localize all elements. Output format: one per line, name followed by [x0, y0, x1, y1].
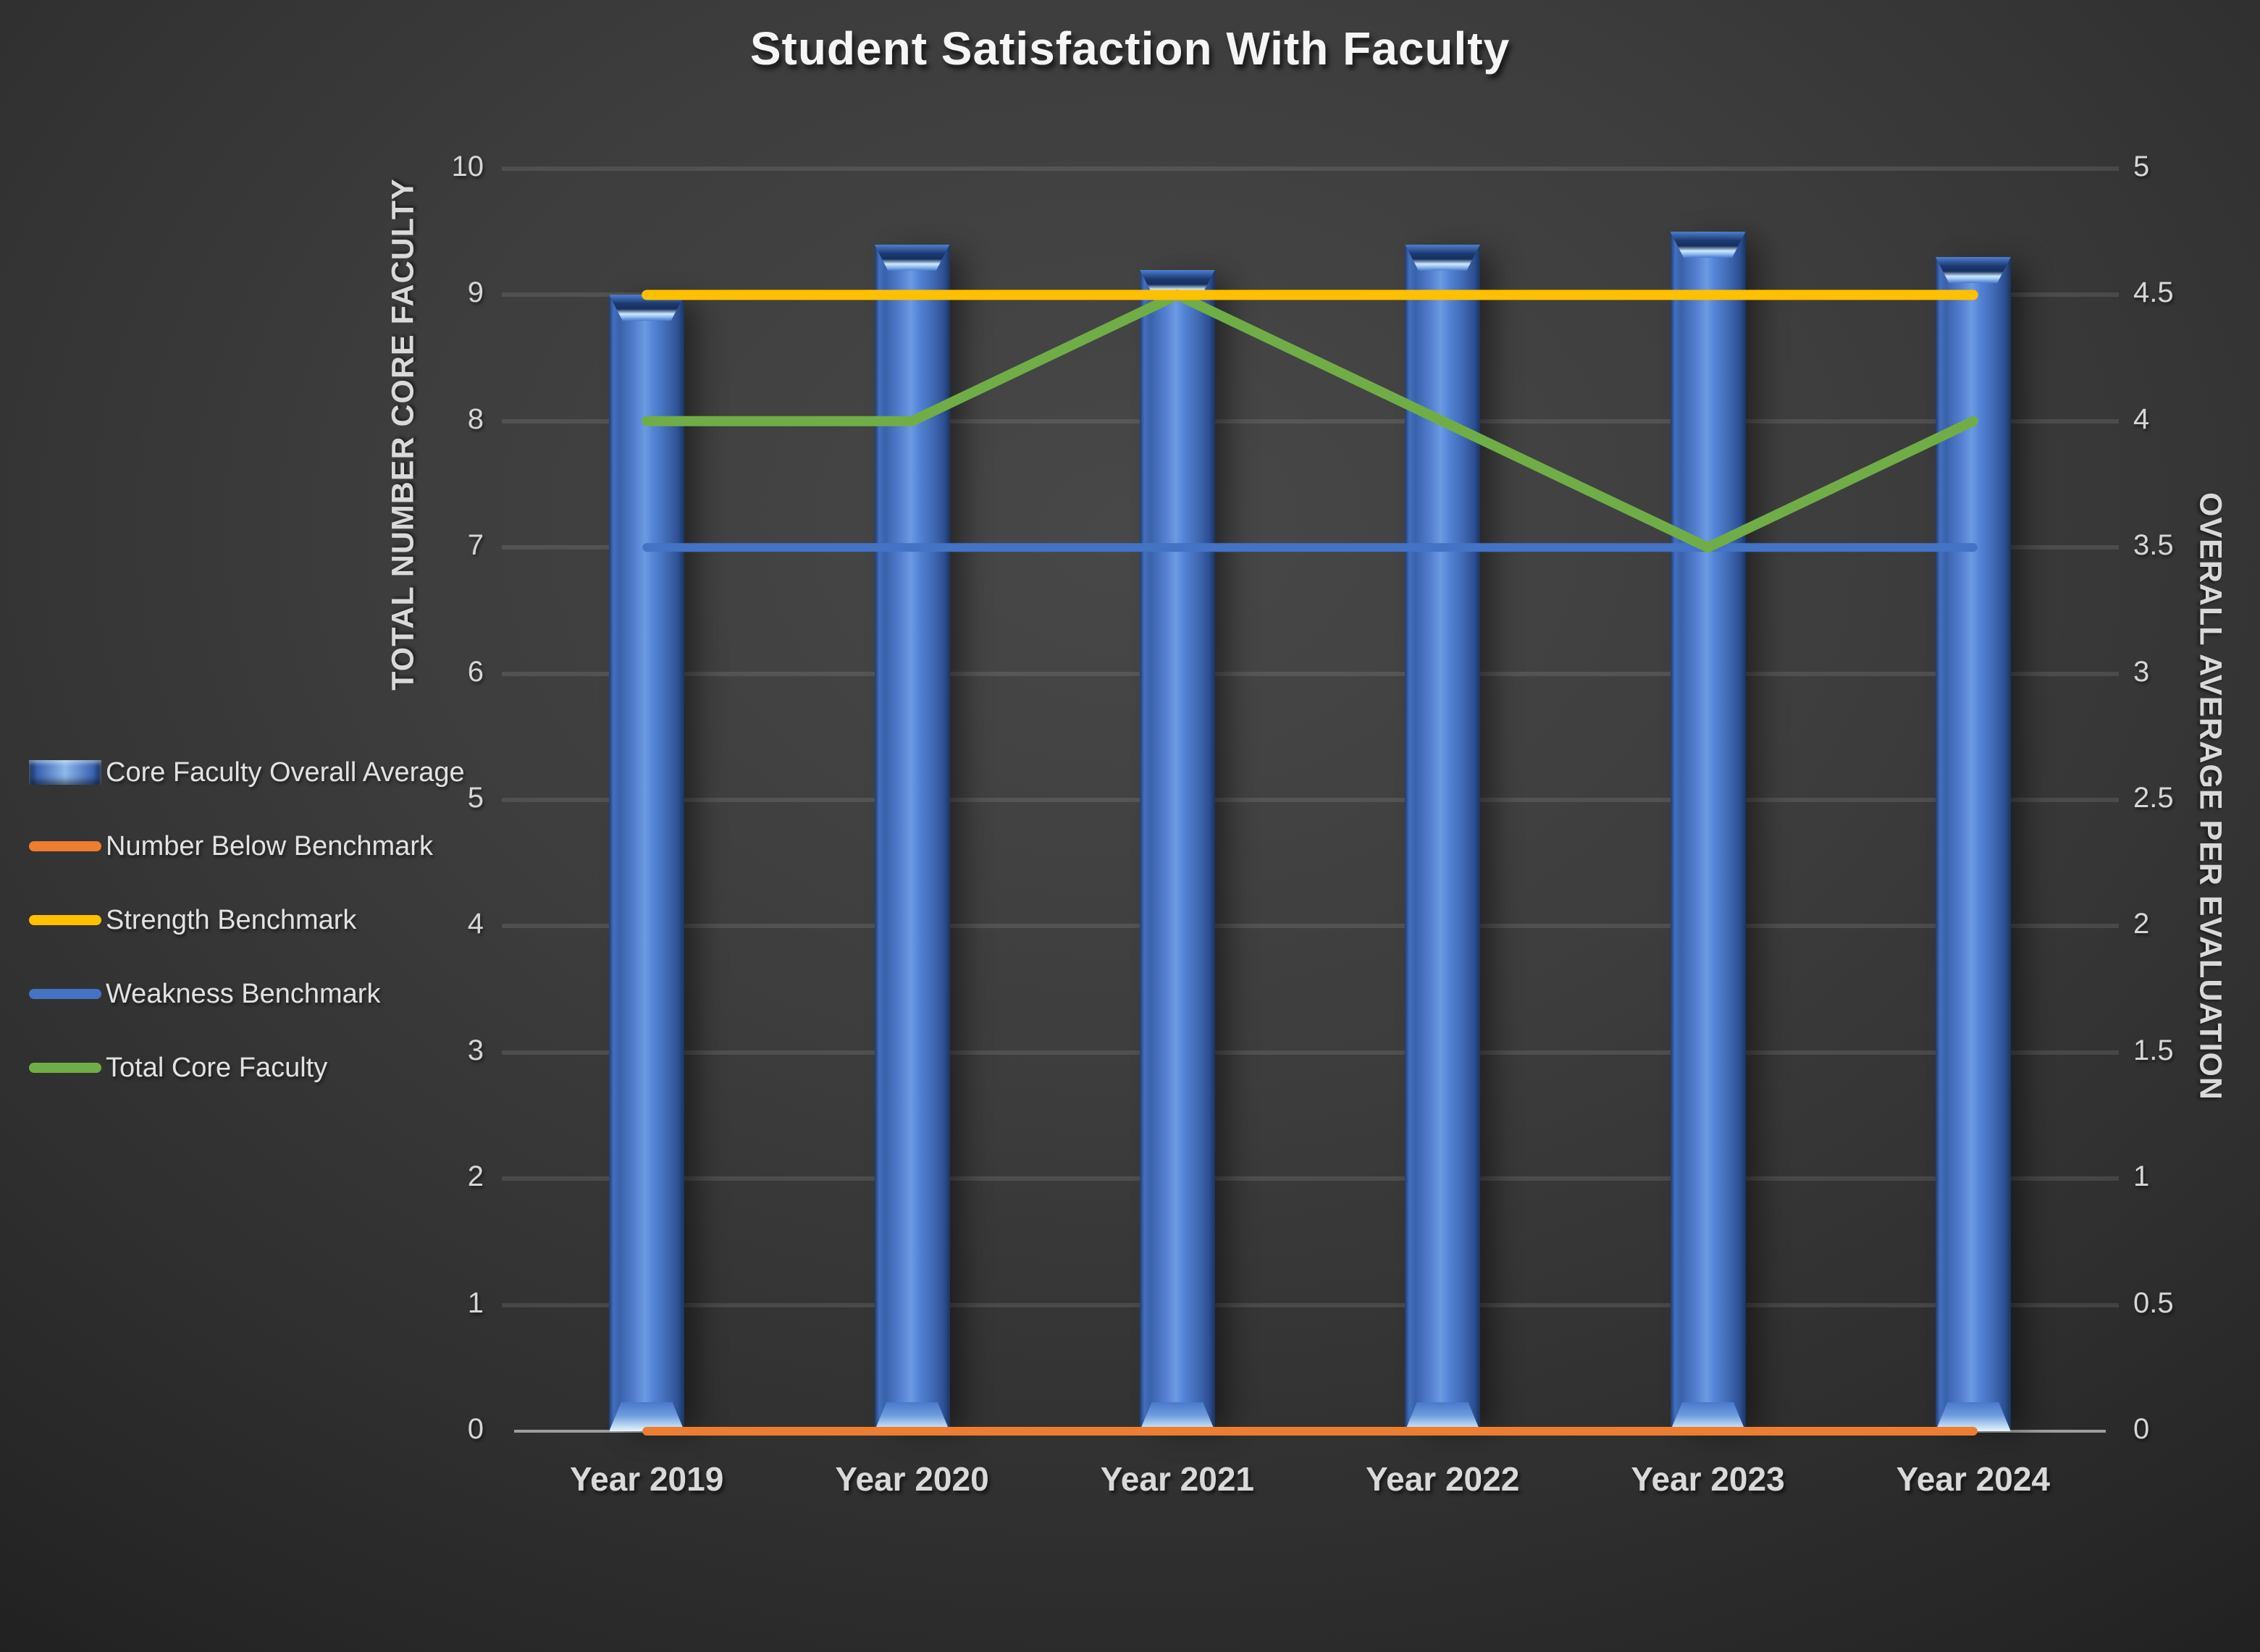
gridline: [502, 671, 2119, 676]
line-series-swatch-icon: [29, 915, 101, 925]
right-axis-tick-label: 2.5: [2133, 782, 2174, 814]
legend-item-weakness-benchmark[interactable]: Weakness Benchmark: [29, 977, 380, 1011]
left-axis-tick-label: 0: [467, 1413, 484, 1445]
line-series-swatch-icon: [29, 841, 101, 851]
legend-item-total-core-faculty[interactable]: Total Core Faculty: [29, 1050, 327, 1085]
right-axis-tick-label: 4: [2133, 403, 2150, 435]
legend-label: Core Faculty Overall Average: [106, 757, 465, 788]
x-axis-category-label: Year 2021: [1100, 1460, 1254, 1498]
left-axis-tick-label: 5: [467, 782, 484, 814]
right-axis-tick-label: 3: [2133, 655, 2150, 688]
legend-label: Strength Benchmark: [106, 904, 357, 935]
gridline: [502, 418, 2119, 423]
x-axis-category-label: Year 2019: [569, 1460, 724, 1498]
bar-year-2023[interactable]: [1670, 232, 1746, 1431]
right-axis-tick-label: 0: [2133, 1413, 2150, 1445]
legend-item-strength-benchmark[interactable]: Strength Benchmark: [29, 903, 356, 937]
x-axis-category-label: Year 2023: [1631, 1460, 1785, 1498]
bar-year-2020[interactable]: [874, 244, 950, 1431]
gridline: [502, 798, 2119, 802]
bar-year-2024[interactable]: [1935, 257, 2011, 1431]
left-axis-tick-label: 4: [467, 908, 484, 940]
gridline: [502, 1050, 2119, 1055]
line-series-swatch-icon: [29, 1063, 101, 1073]
bar-bottom-bevel: [874, 1402, 950, 1431]
right-axis-tick-label: 1.5: [2133, 1034, 2174, 1066]
legend-label: Number Below Benchmark: [106, 830, 433, 861]
left-axis-tick-label: 3: [467, 1034, 484, 1066]
chart-title: Student Satisfaction With Faculty: [749, 22, 1511, 75]
right-axis-tick-label: 1: [2133, 1160, 2150, 1193]
x-axis-category-label: Year 2024: [1896, 1460, 2050, 1498]
x-axis-category-label: Year 2020: [835, 1460, 989, 1498]
legend-label: Total Core Faculty: [106, 1052, 328, 1083]
bar-year-2021[interactable]: [1139, 269, 1215, 1431]
bar-bottom-bevel: [1139, 1402, 1215, 1431]
left-axis-tick-label: 2: [467, 1160, 484, 1193]
left-axis-tick-label: 10: [451, 151, 484, 182]
gridline: [502, 924, 2119, 929]
line-series-total-core-faculty[interactable]: [642, 289, 1978, 553]
right-axis-title: OVERALL AVERAGE PER EVALUATION: [2193, 492, 2228, 1100]
bar-year-2022[interactable]: [1405, 244, 1481, 1431]
bar-bottom-bevel: [1935, 1402, 2011, 1431]
gridline: [502, 1302, 2119, 1307]
legend-item-core-faculty-overall-average[interactable]: Core Faculty Overall Average: [29, 755, 465, 790]
bar-top-bevel: [874, 244, 950, 271]
line-series-swatch-icon: [29, 989, 101, 999]
bar-top-bevel: [1670, 232, 1746, 258]
left-axis-tick-label: 9: [467, 277, 484, 309]
legend-label: Weakness Benchmark: [106, 978, 381, 1009]
bar-bottom-bevel: [1670, 1402, 1746, 1431]
left-axis-tick-label: 7: [467, 529, 484, 562]
gridline: [502, 167, 2119, 171]
right-axis-tick-label: 0.5: [2133, 1286, 2174, 1319]
right-axis-tick-label: 2: [2133, 908, 2150, 940]
left-axis-tick-label: 6: [467, 655, 484, 688]
x-axis-category-label: Year 2022: [1365, 1460, 1520, 1498]
bar-top-bevel: [1935, 257, 2011, 284]
legend-item-number-below-benchmark[interactable]: Number Below Benchmark: [29, 829, 433, 864]
bar-bottom-bevel: [609, 1402, 685, 1431]
right-axis-tick-label: 5: [2133, 151, 2150, 182]
bar-bottom-bevel: [1405, 1402, 1481, 1431]
line-series-layer: [642, 289, 1978, 1436]
left-axis-tick-label: 1: [467, 1286, 484, 1319]
right-axis-tick-label: 3.5: [2133, 529, 2174, 562]
right-axis-tick-label: 4.5: [2133, 277, 2174, 309]
bar-series-swatch-icon: [29, 760, 101, 785]
bar-year-2019[interactable]: [609, 295, 685, 1431]
left-axis-tick-label: 8: [467, 403, 484, 435]
gridline: [502, 1176, 2119, 1181]
bar-top-bevel: [1405, 244, 1481, 271]
